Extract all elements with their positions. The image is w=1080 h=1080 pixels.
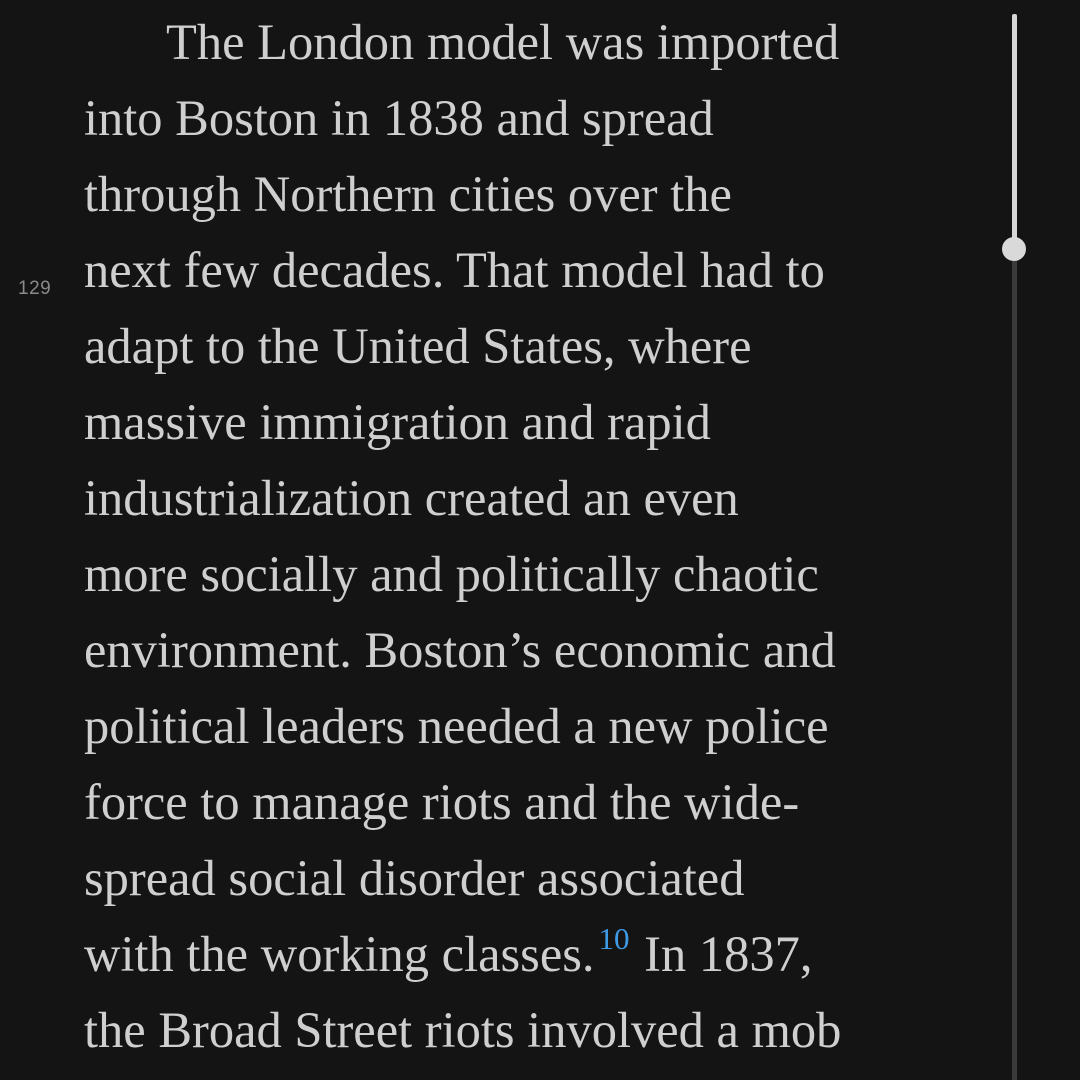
text-line-part: In 1837, — [644, 926, 813, 982]
text-line: massive immigration and rapid — [84, 394, 711, 450]
text-line: into Boston in 1838 and spread — [84, 90, 714, 146]
text-line: spread social disorder associated — [84, 850, 745, 906]
footnote-link[interactable]: 10 — [598, 921, 630, 956]
page-number: 129 — [18, 278, 52, 299]
text-line: the Broad Street riots involved a mob — [84, 1002, 842, 1058]
text-line: with the working classes. 10 In 1837, — [84, 916, 1004, 992]
text-line: force to manage riots and the wide- — [84, 774, 800, 830]
text-line: The London model was imported — [166, 14, 840, 70]
text-line-part: with the working classes. — [84, 926, 595, 982]
text-line: more socially and politically chaotic — [84, 546, 819, 602]
text-line: adapt to the United States, where — [84, 318, 752, 374]
text-line: next few decades. That model had to — [84, 242, 825, 298]
text-line: industrialization created an even — [84, 470, 739, 526]
scroll-track[interactable] — [1012, 248, 1017, 1080]
text-line: environment. Boston’s economic and — [84, 622, 836, 678]
scroll-progress-bar — [1012, 14, 1017, 249]
book-text[interactable]: The London model was imported into Bosto… — [84, 0, 1004, 1068]
text-line: through Northern cities over the — [84, 166, 732, 222]
scroll-thumb[interactable] — [1002, 236, 1026, 261]
text-line: political leaders needed a new police — [84, 698, 829, 754]
